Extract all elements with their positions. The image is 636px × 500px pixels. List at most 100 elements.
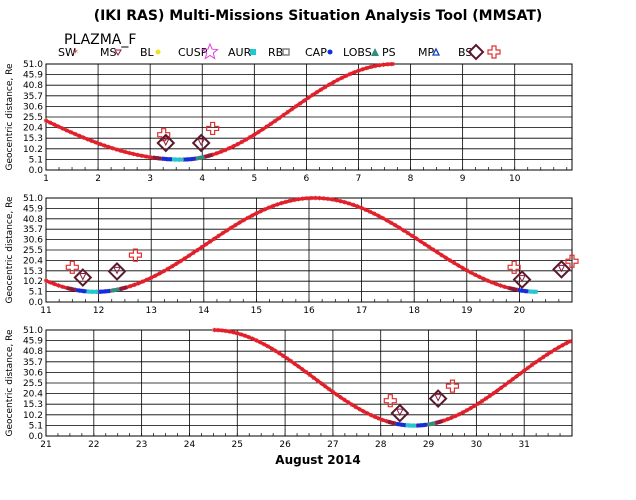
x-tick-label: 23 [136,440,147,450]
orbit-point [451,260,457,266]
region-segment [517,288,529,294]
orbit-point [380,417,385,423]
orbit-point [285,109,290,115]
orbit-point [64,128,70,133]
orbit-point [239,139,245,145]
orbit-point [178,258,183,264]
orbit-point [56,283,61,288]
orbit-point [250,336,255,341]
legend-symbol [201,42,219,60]
orbit-point [380,215,385,221]
orbit-point [203,242,209,247]
orbit-point [136,281,141,286]
legend-label: CUSP [178,46,208,59]
region-segment [204,152,213,159]
orbit-point [485,278,491,283]
orbit-point [231,330,236,335]
legend-symbol [155,49,161,55]
orbit-point [277,351,282,356]
orbit-point [165,266,171,271]
orbit-point [284,356,290,361]
orbit-point [149,275,154,280]
orbit-point [356,68,361,73]
orbit-point [426,244,432,250]
y-tick-label: 30.6 [23,236,43,246]
x-tick-label: 2 [95,174,101,184]
bs-crossing-marker [552,259,571,279]
orbit-point [506,379,512,385]
orbit-point [174,261,179,266]
orbit-point [422,241,427,247]
orbit-point [235,141,240,147]
orbit-point [506,285,512,291]
satellite-name: PLAZMA_F [64,32,136,48]
orbit-point [89,138,95,144]
x-tick-label: 6 [304,174,310,184]
orbit-point [262,207,268,212]
y-axis-label: Geocentric distance, Re [5,63,15,170]
region-segment [119,285,128,292]
ms-crossing-marker [79,273,87,281]
y-tick-label: 35.7 [23,225,43,235]
orbit-point [207,239,213,244]
orbit-point [43,118,49,123]
orbit-point [260,127,265,132]
legend-symbol [250,49,256,55]
orbit-point [81,135,86,140]
y-tick-label: 51.0 [23,326,43,336]
orbit-point [564,341,569,346]
orbit-point [495,388,500,393]
orbit-point [265,344,271,349]
region-segment [98,288,111,294]
orbit-point [401,228,406,233]
region-segment [110,287,120,293]
orbit-point [258,340,263,345]
orbit-point [443,255,448,260]
orbit-point [367,209,373,214]
orbit-point [342,200,347,205]
orbit-point [325,196,331,202]
orbit-point [289,107,295,112]
mp-crossing-marker [445,379,460,393]
x-tick-label: 17 [356,306,367,316]
orbit-point [487,393,492,399]
y-tick-label: 40.8 [23,81,43,91]
orbit-point [127,284,133,289]
orbit-point [464,268,469,273]
y-tick-label: 25.5 [23,379,43,389]
region-segment [75,288,87,294]
orbit-point [254,338,259,343]
orbit-point [347,71,353,77]
orbit-point [405,230,411,236]
orbit-point [243,137,249,142]
orbit-point [346,400,351,405]
orbit-point [357,407,362,412]
orbit-point [441,418,447,423]
y-tick-label: 20.4 [23,124,43,134]
x-tick-label: 26 [279,440,291,450]
orbit-point [331,80,336,85]
orbit-point [139,153,145,158]
orbit-point [477,274,482,280]
orbit-point [296,364,301,369]
orbit-point [318,87,324,92]
orbit-point [283,199,289,205]
orbit-point [212,327,217,333]
x-tick-label: 24 [184,440,196,450]
legend-label: LOBS [343,46,372,59]
orbit-point [140,279,145,284]
orbit-point [233,222,238,228]
region-segment [508,286,518,292]
bs-crossing-marker [107,261,127,281]
orbit-point [360,67,365,72]
orbit-point [456,412,462,417]
orbit-point [384,418,389,424]
orbit-point [114,147,120,152]
orbit-point [110,146,115,151]
orbit-point [256,129,261,135]
y-tick-label: 10.2 [23,277,43,287]
orbit-point [220,230,225,236]
orbit-point [297,101,303,106]
orbit-point [60,284,66,290]
orbit-point [182,256,188,261]
